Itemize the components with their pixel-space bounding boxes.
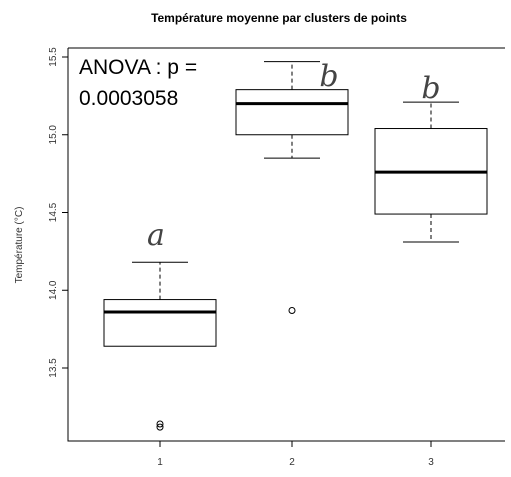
chart-title: Température moyenne par clusters de poin… bbox=[151, 11, 407, 25]
x-axis: 1 2 3 bbox=[157, 441, 434, 468]
anova-line-2: 0.0003058 bbox=[79, 87, 178, 110]
anova-line-1: ANOVA : p = bbox=[79, 56, 197, 79]
y-axis-label: Température (°C) bbox=[14, 207, 25, 284]
outlier-point bbox=[156, 423, 164, 431]
group-letter: a bbox=[147, 218, 165, 253]
x-tick-label: 2 bbox=[289, 457, 295, 468]
boxes bbox=[103, 61, 488, 431]
y-tick-label: 15.5 bbox=[48, 47, 59, 67]
outlier-point bbox=[288, 306, 296, 314]
x-tick-label: 3 bbox=[428, 457, 434, 468]
box-rect bbox=[235, 89, 349, 136]
x-tick-label: 1 bbox=[157, 457, 163, 468]
box-rect bbox=[103, 299, 217, 347]
group-letters: a b b bbox=[147, 59, 441, 253]
outlier-point bbox=[156, 420, 164, 428]
y-tick-label: 14.5 bbox=[48, 202, 59, 222]
y-tick-label: 13.5 bbox=[48, 358, 59, 378]
y-tick-label: 15.0 bbox=[48, 125, 59, 145]
y-tick-label: 14.0 bbox=[48, 280, 59, 300]
plot-frame bbox=[67, 48, 505, 442]
group-letter: b bbox=[319, 59, 338, 94]
group-letter: b bbox=[421, 71, 440, 106]
y-axis: 13.5 14.0 14.5 15.0 15.5 bbox=[48, 47, 68, 378]
